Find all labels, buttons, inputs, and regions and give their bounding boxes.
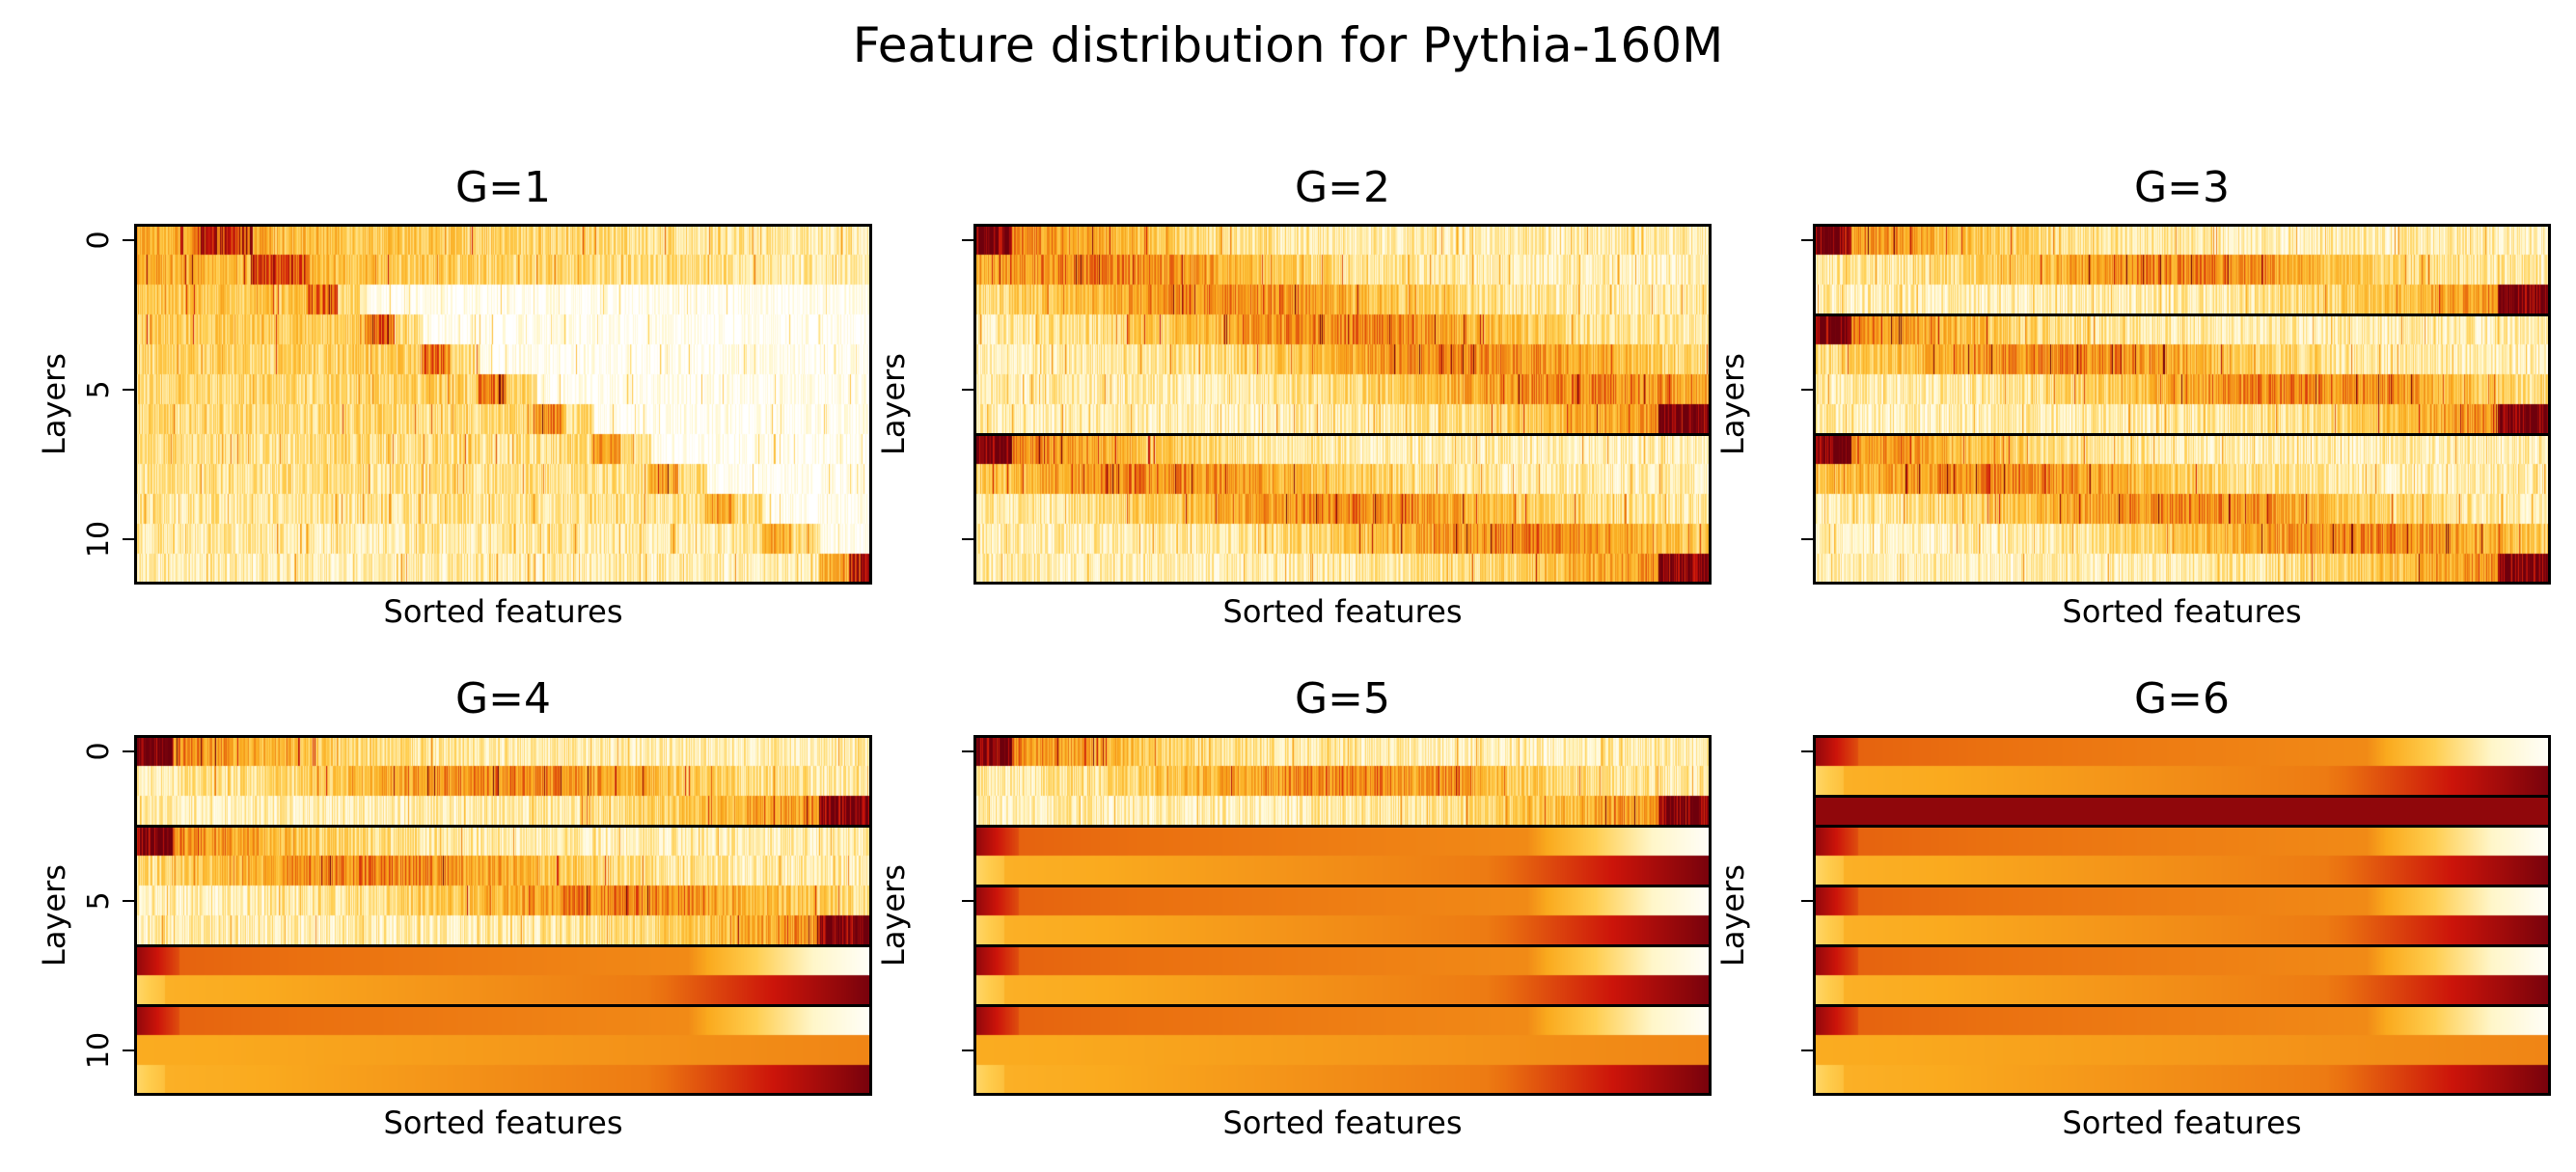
y-tick <box>962 1049 973 1051</box>
y-axis-label: Layers <box>36 864 72 967</box>
group-boundary <box>974 432 1711 436</box>
y-tick-label: 5 <box>82 890 116 911</box>
group-boundary <box>135 1003 871 1007</box>
panel-title: G=6 <box>2134 674 2230 723</box>
y-tick <box>1801 899 1813 902</box>
y-tick-label: 10 <box>82 520 116 558</box>
y-tick <box>123 537 134 540</box>
x-axis-label: Sorted features <box>1222 1104 1463 1141</box>
axes-frame <box>134 224 872 585</box>
axes-frame <box>134 735 872 1096</box>
group-boundary <box>135 943 871 947</box>
heatmap-G=5 <box>974 736 1711 1095</box>
group-boundary <box>974 1003 1711 1007</box>
axes-frame <box>973 735 1712 1096</box>
group-boundary <box>1814 824 2550 828</box>
y-tick <box>123 1049 134 1051</box>
y-tick <box>1801 238 1813 241</box>
group-boundary <box>1814 884 2550 887</box>
group-boundary <box>1814 1003 2550 1007</box>
heatmap-G=1 <box>135 225 871 584</box>
y-axis-label: Layers <box>875 353 912 455</box>
y-tick <box>1801 1049 1813 1051</box>
y-axis-label: Layers <box>36 353 72 455</box>
panel-title: G=3 <box>2134 163 2230 212</box>
y-tick <box>123 238 134 241</box>
y-axis-label: Layers <box>875 864 912 967</box>
x-axis-label: Sorted features <box>2062 593 2302 630</box>
y-tick-label: 0 <box>82 230 116 250</box>
heatmap-G=3 <box>1814 225 2550 584</box>
y-tick <box>1801 388 1813 391</box>
panel-title: G=4 <box>455 674 551 723</box>
x-axis-label: Sorted features <box>383 593 623 630</box>
x-axis-label: Sorted features <box>2062 1104 2302 1141</box>
y-tick <box>123 388 134 391</box>
group-boundary <box>1814 313 2550 316</box>
y-tick <box>962 750 973 752</box>
y-tick-label: 10 <box>82 1031 116 1069</box>
axes-frame <box>973 224 1712 585</box>
y-axis-label: Layers <box>1714 353 1751 455</box>
y-tick <box>962 537 973 540</box>
heatmap-G=2 <box>974 225 1711 584</box>
group-boundary <box>974 884 1711 887</box>
x-axis-label: Sorted features <box>1222 593 1463 630</box>
group-boundary <box>1814 432 2550 436</box>
y-tick <box>123 750 134 752</box>
group-boundary <box>1814 943 2550 947</box>
y-tick <box>1801 537 1813 540</box>
x-axis-label: Sorted features <box>383 1104 623 1141</box>
panel-title: G=5 <box>1295 674 1390 723</box>
axes-frame <box>1813 735 2551 1096</box>
heatmap-G=4 <box>135 736 871 1095</box>
group-boundary <box>974 943 1711 947</box>
y-tick-label: 5 <box>82 379 116 399</box>
figure-title: Feature distribution for Pythia-160M <box>852 17 1724 73</box>
y-tick <box>1801 750 1813 752</box>
y-tick <box>962 238 973 241</box>
group-boundary <box>135 824 871 828</box>
panel-title: G=2 <box>1295 163 1390 212</box>
y-tick <box>123 899 134 902</box>
y-tick-label: 0 <box>82 741 116 761</box>
axes-frame <box>1813 224 2551 585</box>
group-boundary <box>974 824 1711 828</box>
y-tick <box>962 388 973 391</box>
panel-title: G=1 <box>455 163 551 212</box>
y-axis-label: Layers <box>1714 864 1751 967</box>
group-boundary <box>1814 794 2550 798</box>
y-tick <box>962 899 973 902</box>
